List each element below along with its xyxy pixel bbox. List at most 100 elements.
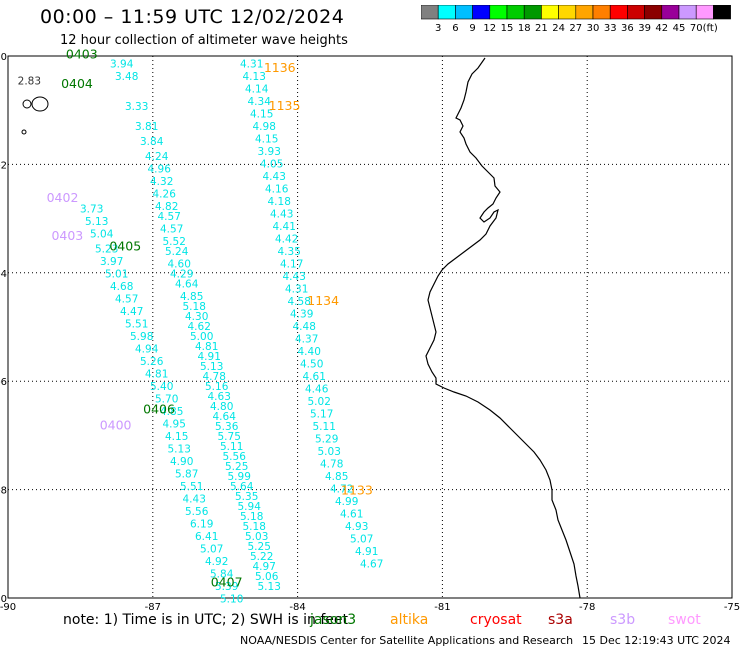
wave-height-value: 5.00 [190,331,213,343]
colorbar-tick-label: 36 [621,23,634,34]
wave-height-value: 5.18 [183,301,206,313]
x-tick-label: -90 [0,602,16,612]
colorbar-tick-label: 33 [604,23,617,34]
pass-time-label: 0400 [100,418,132,433]
y-tick-label: -2 [0,160,7,171]
wave-height-value: 5.18 [240,511,263,523]
wave-height-value: 4.37 [295,334,318,346]
colorbar-tick-label: 30 [587,23,600,34]
wave-height-value: 5.13 [200,361,223,373]
wave-height-value: 4.78 [320,459,343,471]
wave-height-value: 4.62 [188,321,211,333]
wave-height-value: 5.11 [313,421,336,433]
wave-height-value: 4.78 [203,371,226,383]
wave-height-value: 4.91 [198,351,221,363]
satellite-legend-item: s3a [548,612,573,628]
wave-height-value: 4.61 [340,509,363,521]
colorbar-tick-label: 39 [638,23,651,34]
wave-height-value: 4.29 [170,269,193,281]
wave-height-value: 5.11 [220,441,243,453]
wave-height-value: 4.35 [278,246,301,258]
wave-height-value: 4.18 [268,196,291,208]
wave-height-value: 4.60 [168,259,191,271]
wave-height-value: 4.57 [115,294,138,306]
wave-height-value: 4.58 [288,296,311,308]
x-tick-label: -84 [289,602,305,612]
wave-height-value: 5.36 [215,421,239,433]
wave-height-value: 5.51 [180,481,203,493]
colorbar-tick-label: 24 [552,23,565,34]
footnote: note: 1) Time is in UTC; 2) SWH is in fe… [63,612,349,628]
wave-height-value: 5.75 [218,431,241,443]
x-tick-label: -81 [434,602,450,612]
pass-time-label: 1136 [264,60,296,75]
wave-height-value: 4.15 [255,134,278,146]
colorbar-tick-label: 21 [535,23,548,34]
wave-height-value: 5.13 [258,581,281,593]
wave-height-value: 5.40 [150,381,173,393]
colorbar-tick-label: 70 [690,23,703,34]
colorbar-tick-label: 18 [518,23,531,34]
wave-height-value: 4.63 [208,391,231,403]
wave-height-value: 5.13 [168,444,191,456]
pass-time-label: 1135 [269,98,301,113]
island-outline [31,96,49,112]
wave-height-value: 5.22 [250,551,273,563]
pass-time-label: 0404 [61,76,93,91]
wave-height-value: 4.42 [275,234,298,246]
pass-time-label: 0403 [51,228,83,243]
wave-height-value: 4.31 [285,284,308,296]
wave-height-value: 6.41 [195,531,218,543]
wave-height-value: 4.43 [263,171,286,183]
wave-height-value: 4.30 [185,311,208,323]
wave-height-value: 5.98 [130,331,153,343]
wave-height-value: 4.81 [195,341,218,353]
wave-height-value: 5.06 [255,571,279,583]
y-tick-label: -6 [0,377,7,388]
wave-height-value: 4.32 [150,176,173,188]
wave-height-value: 4.31 [240,59,263,71]
wave-height-value: 4.64 [175,279,199,291]
wave-height-value: 5.17 [310,409,333,421]
wave-height-value: 3.81 [135,121,158,133]
wave-height-value: 4.41 [273,221,296,233]
satellite-legend-item: s3b [610,612,636,628]
wave-height-value: 4.39 [290,309,313,321]
coastline [425,57,581,599]
wave-height-value: 4.85 [180,291,203,303]
colorbar-tick-label: 9 [469,23,475,34]
wave-height-value: 4.34 [248,96,272,108]
wave-height-value: 4.48 [293,321,316,333]
wave-height-value: 5.03 [245,531,268,543]
wave-height-value: 4.17 [280,259,303,271]
colorbar-tick-label: 27 [569,23,582,34]
wave-height-value: 5.01 [105,269,128,281]
wave-height-value: 4.64 [213,411,237,423]
wave-height-value: 5.70 [155,394,178,406]
wave-height-value: 5.52 [163,236,186,248]
map-subtitle: 12 hour collection of altimeter wave hei… [60,33,348,48]
wave-height-value: 3.84 [140,136,164,148]
wave-height-value: 5.07 [350,534,373,546]
wave-height-value: 4.96 [148,164,172,176]
wave-height-value: 4.50 [300,359,323,371]
wave-height-value: 4.67 [360,559,383,571]
wave-height-value: 5.02 [308,396,331,408]
wave-height-value: 5.94 [238,501,262,513]
wave-height-value: 5.51 [125,319,148,331]
wave-height-value: 4.46 [305,384,329,396]
x-tick-label: -78 [579,602,595,612]
colorbar-tick-label: 42 [655,23,668,34]
wave-height-value: 4.40 [298,346,321,358]
wave-height-value: 4.26 [153,189,177,201]
wave-height-value: 4.43 [183,494,206,506]
wave-height-value: 3.97 [100,256,123,268]
wave-height-value: 5.13 [85,216,108,228]
wave-height-value: 5.56 [223,451,247,463]
wave-height-value: 4.85 [325,471,348,483]
island-outline [22,99,32,109]
wave-height-value: 4.15 [250,109,273,121]
wave-height-value: 4.82 [155,201,178,213]
wave-height-value: 4.94 [135,344,159,356]
colorbar-unit: (ft) [703,23,718,34]
